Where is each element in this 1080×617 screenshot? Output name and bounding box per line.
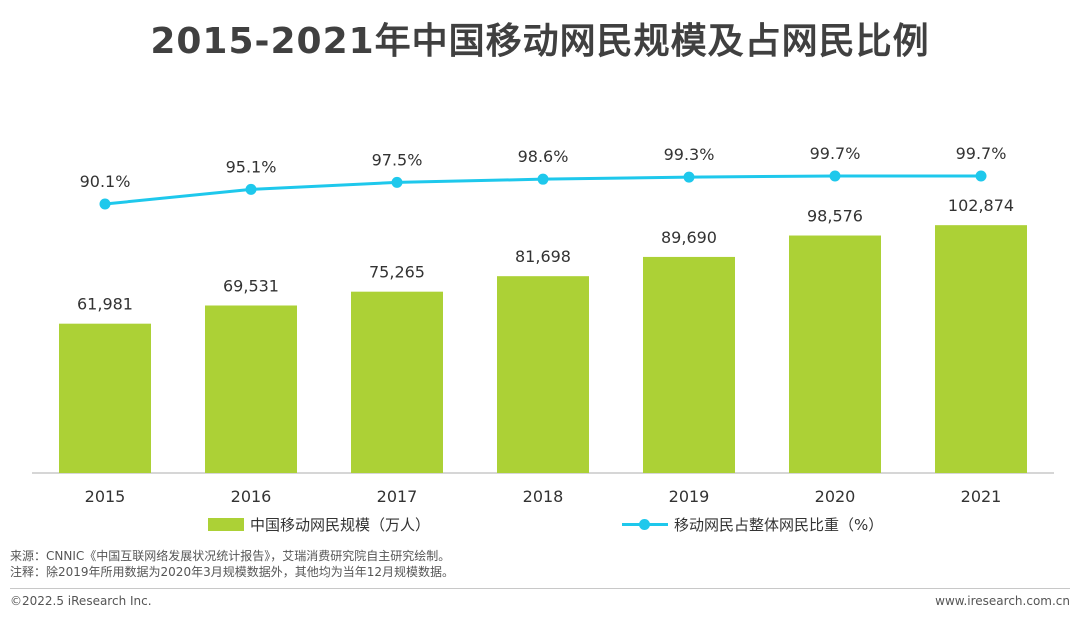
x-tick-label-2015: 2015 [85,487,126,506]
ratio-value-label-2021: 99.7% [956,144,1007,163]
bar-value-label-2020: 98,576 [807,207,863,226]
legend-item-bar: 中国移动网民规模（万人） [208,514,430,535]
ratio-point-2018 [537,173,549,185]
chart-notes: 来源：CNNIC《中国互联网络发展状况统计报告》，艾瑞消费研究院自主研究绘制。 … [10,548,454,580]
ratio-point-2019 [683,171,695,183]
x-tick-label-2020: 2020 [815,487,856,506]
bar-2015 [59,323,151,473]
legend-line-label: 移动网民占整体网民比重（%） [674,516,884,534]
x-tick-label-2016: 2016 [231,487,272,506]
bar-value-label-2015: 61,981 [77,295,133,314]
ratio-value-label-2016: 95.1% [226,157,277,176]
website-link[interactable]: www.iresearch.com.cn [935,594,1070,608]
ratio-point-2020 [829,170,841,182]
ratio-value-label-2019: 99.3% [664,145,715,164]
ratio-value-label-2015: 90.1% [80,172,131,191]
bar-2017 [351,291,443,473]
legend-bar-swatch [208,518,244,531]
ratio-value-label-2018: 98.6% [518,147,569,166]
bar-2018 [497,276,589,473]
ratio-point-2016 [245,183,257,195]
bar-2016 [205,305,297,473]
bar-value-label-2017: 75,265 [369,263,425,282]
ratio-point-2021 [975,170,987,182]
remark-note: 注释：除2019年所用数据为2020年3月规模数据外，其他均为当年12月规模数据… [10,565,454,579]
footer-divider [10,588,1070,589]
bar-value-label-2016: 69,531 [223,276,279,295]
ratio-value-label-2017: 97.5% [372,150,423,169]
ratio-point-2015 [99,198,111,210]
bar-2021 [935,225,1027,473]
bar-value-label-2018: 81,698 [515,247,571,266]
x-tick-label-2021: 2021 [961,487,1002,506]
legend-bar-label: 中国移动网民规模（万人） [250,516,431,534]
bar-value-label-2021: 102,874 [948,196,1014,215]
x-tick-label-2017: 2017 [377,487,418,506]
legend: 中国移动网民规模（万人） 移动网民占整体网民比重（%） [0,514,1080,538]
bar-value-label-2019: 89,690 [661,228,717,247]
x-tick-label-2018: 2018 [523,487,564,506]
legend-line-swatch [622,518,668,531]
bar-2019 [643,256,735,473]
x-tick-label-2019: 2019 [669,487,710,506]
bar-2020 [789,235,881,473]
copyright-text: ©2022.5 iResearch Inc. [10,594,152,608]
legend-item-line: 移动网民占整体网民比重（%） [622,514,883,535]
chart-title: 2015-2021年中国移动网民规模及占网民比例 [150,21,930,62]
ratio-value-label-2020: 99.7% [810,144,861,163]
ratio-point-2017 [391,176,403,188]
source-note: 来源：CNNIC《中国互联网络发展状况统计报告》，艾瑞消费研究院自主研究绘制。 [10,549,451,563]
